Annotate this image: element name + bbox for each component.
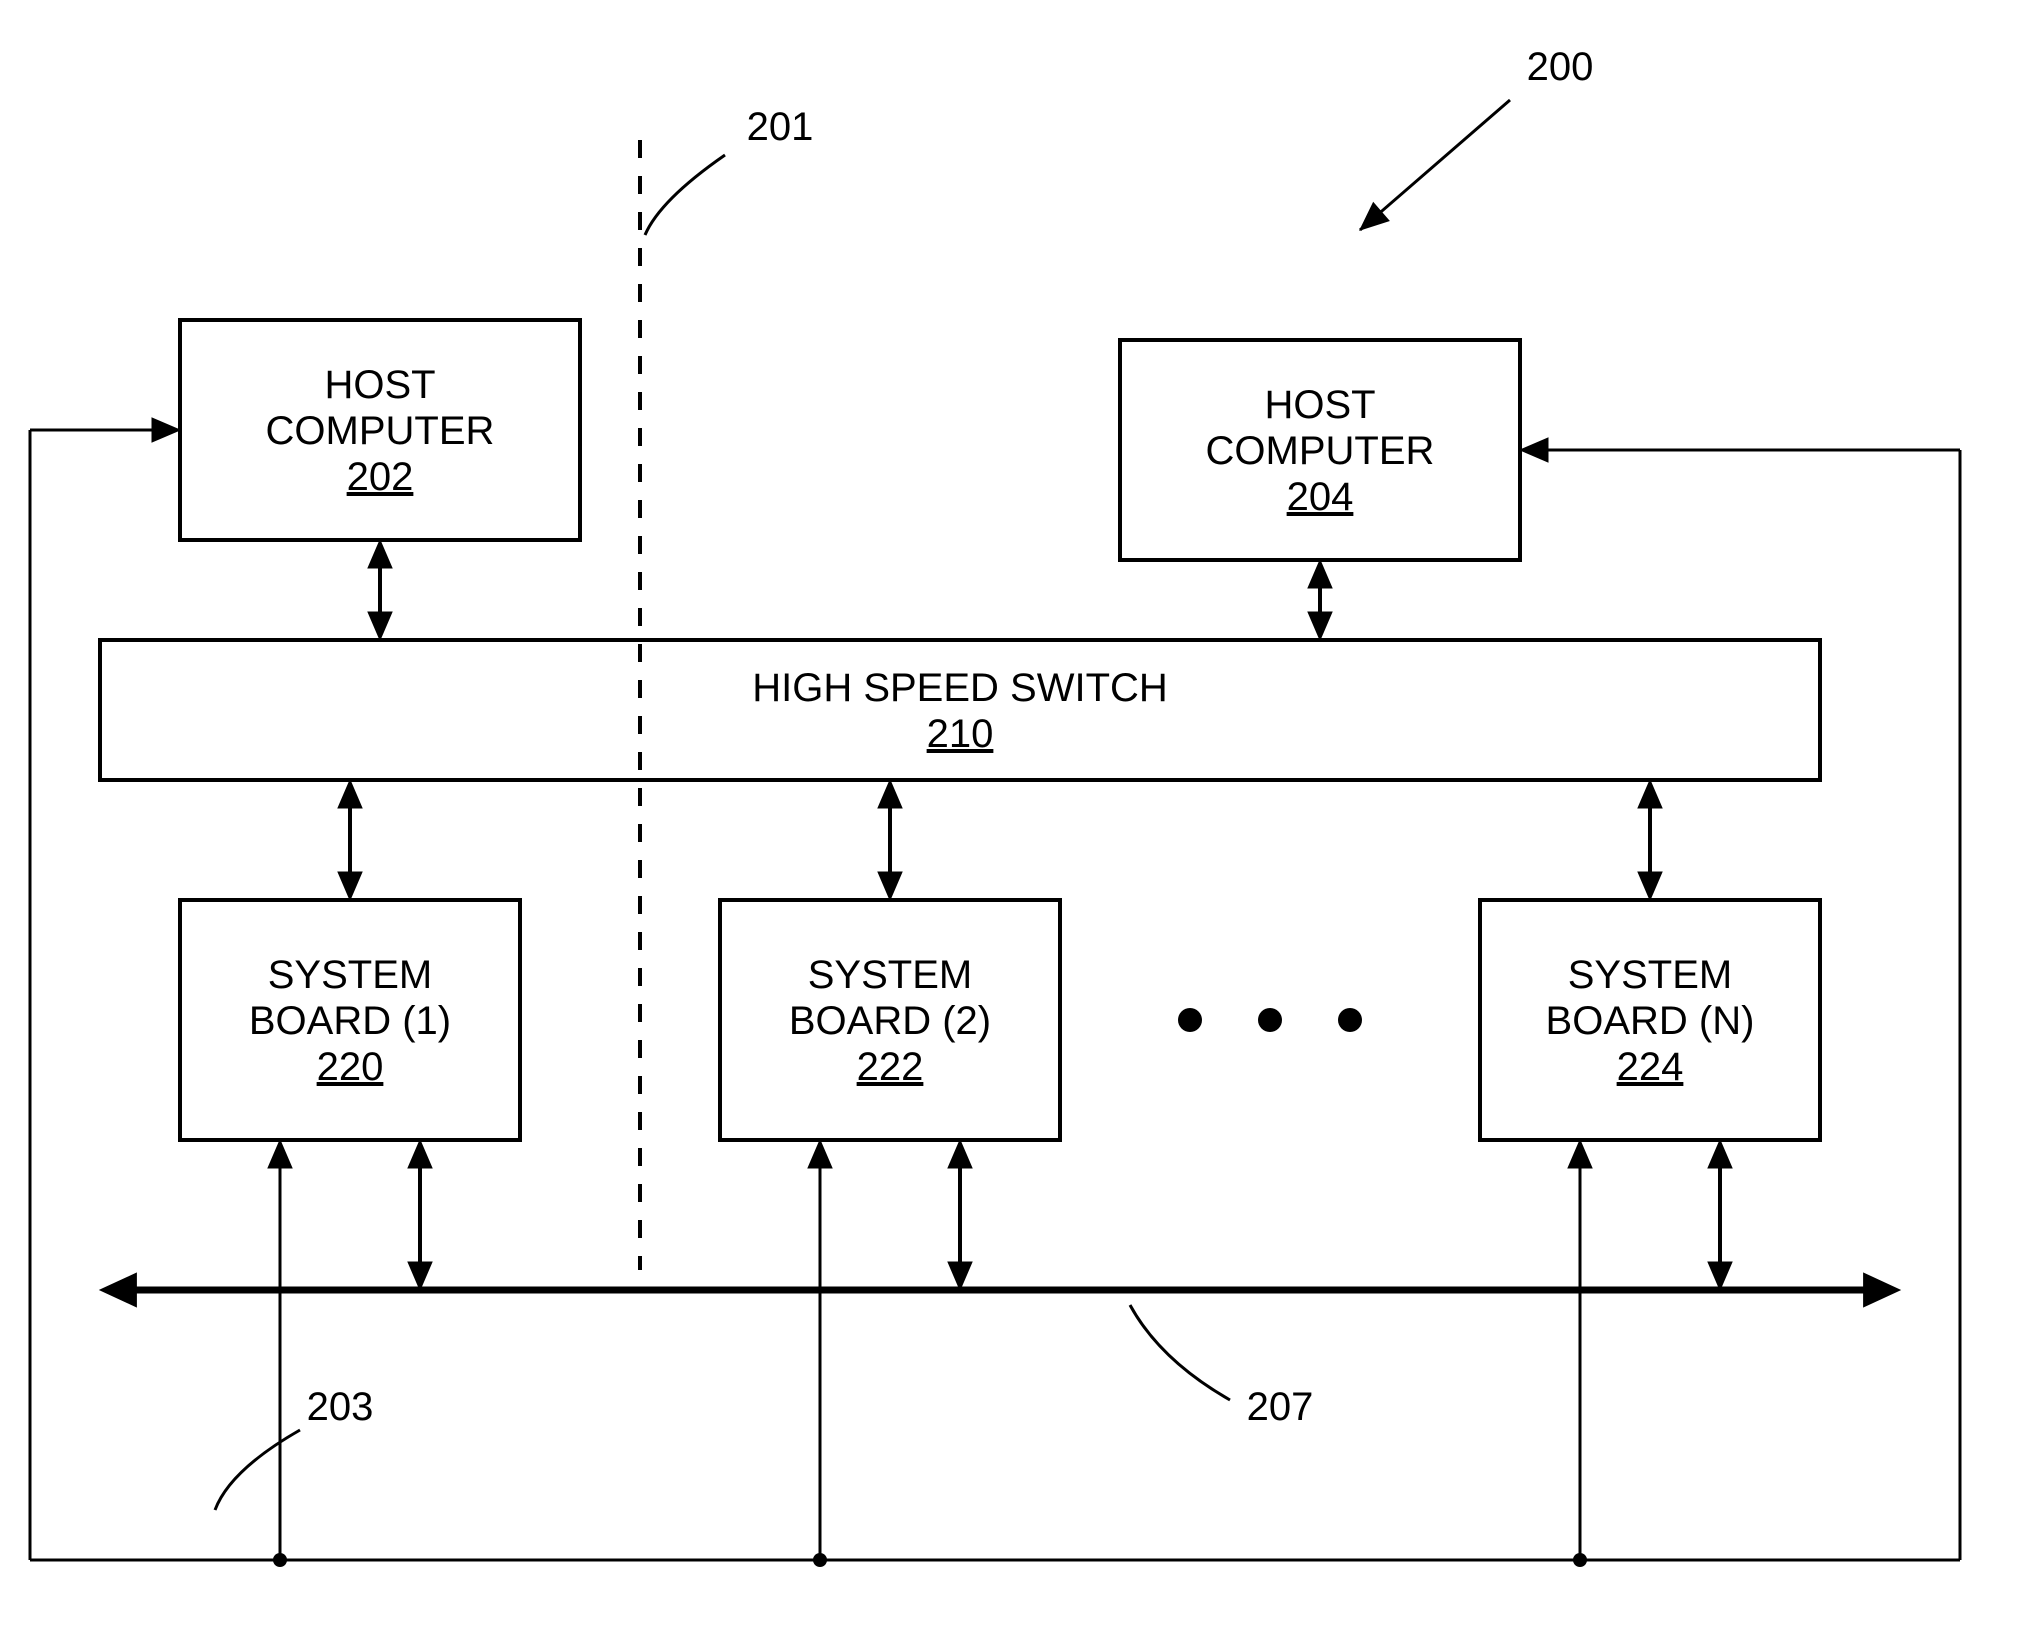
svg-text:203: 203	[307, 1385, 374, 1429]
svg-text:207: 207	[1247, 1385, 1314, 1429]
svg-text:BOARD (1): BOARD (1)	[249, 999, 451, 1043]
svg-text:204: 204	[1287, 475, 1354, 519]
system-diagram: HOSTCOMPUTER202HOSTCOMPUTER204HIGH SPEED…	[0, 0, 2017, 1648]
svg-text:SYSTEM: SYSTEM	[808, 953, 972, 997]
switch-box	[100, 640, 1820, 780]
svg-text:COMPUTER: COMPUTER	[266, 409, 495, 453]
svg-text:200: 200	[1527, 45, 1594, 89]
svg-text:222: 222	[857, 1045, 924, 1089]
svg-text:224: 224	[1617, 1045, 1684, 1089]
svg-text:HOST: HOST	[1264, 383, 1375, 427]
ellipsis-dot	[1258, 1008, 1282, 1032]
ellipsis-dot	[1338, 1008, 1362, 1032]
svg-text:202: 202	[347, 455, 414, 499]
svg-text:BOARD (2): BOARD (2)	[789, 999, 991, 1043]
svg-text:201: 201	[747, 105, 814, 149]
svg-text:BOARD (N): BOARD (N)	[1546, 999, 1755, 1043]
svg-text:COMPUTER: COMPUTER	[1206, 429, 1435, 473]
svg-text:220: 220	[317, 1045, 384, 1089]
svg-text:HOST: HOST	[324, 363, 435, 407]
svg-text:SYSTEM: SYSTEM	[1568, 953, 1732, 997]
ellipsis-dot	[1178, 1008, 1202, 1032]
svg-text:SYSTEM: SYSTEM	[268, 953, 432, 997]
svg-text:210: 210	[927, 712, 994, 756]
svg-text:HIGH SPEED SWITCH: HIGH SPEED SWITCH	[752, 666, 1168, 710]
